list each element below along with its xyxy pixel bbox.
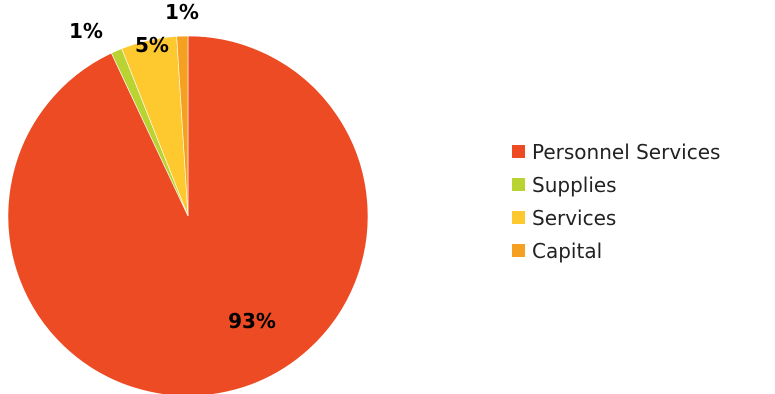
legend-swatch-personnel-services bbox=[512, 145, 525, 158]
legend-item-capital: Capital bbox=[512, 234, 720, 267]
legend-swatch-services bbox=[512, 211, 525, 224]
data-label-supplies: 1% bbox=[69, 19, 103, 43]
legend: Personnel Services Supplies Services Cap… bbox=[512, 135, 720, 267]
legend-label: Personnel Services bbox=[532, 139, 721, 164]
legend-item-services: Services bbox=[512, 201, 720, 234]
legend-swatch-capital bbox=[512, 244, 525, 257]
legend-label: Capital bbox=[532, 238, 603, 263]
pie-slice-capital bbox=[176, 35, 189, 217]
pie-data-labels: 93% 1% 5% 1% bbox=[69, 0, 276, 333]
legend-label: Supplies bbox=[532, 172, 617, 197]
pie-slice-personnel-services bbox=[7, 35, 369, 394]
data-label-personnel-services: 93% bbox=[228, 309, 276, 333]
legend-item-supplies: Supplies bbox=[512, 168, 720, 201]
legend-item-personnel-services: Personnel Services bbox=[512, 135, 720, 168]
pie-slices bbox=[7, 35, 369, 394]
legend-label: Services bbox=[532, 205, 617, 230]
data-label-services: 5% bbox=[135, 33, 169, 57]
legend-swatch-supplies bbox=[512, 178, 525, 191]
data-label-capital: 1% bbox=[165, 0, 199, 24]
